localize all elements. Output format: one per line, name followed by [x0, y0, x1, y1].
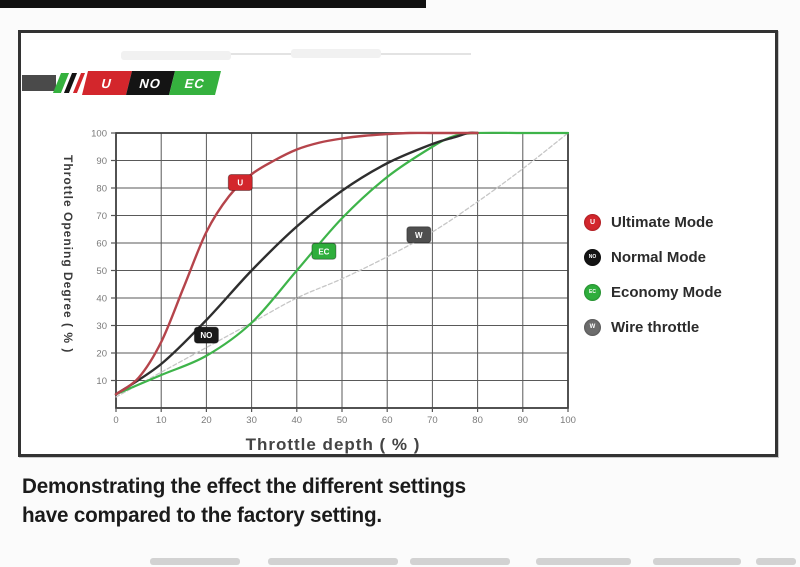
throttle-chart: 0 10 20 30 40 50 60 70 80 90 100 10 20 30 40 50 60 70 80 90…: [91, 129, 576, 427]
legend-item-ultimate: U Ultimate Mode: [584, 213, 769, 231]
curve-wire-throttle: [115, 132, 569, 398]
curve-badge-no: NO: [193, 326, 219, 344]
dot-letter: W: [589, 324, 596, 330]
svg-text:40: 40: [96, 294, 107, 305]
svg-text:NO: NO: [200, 331, 212, 340]
svg-text:90: 90: [518, 415, 529, 426]
caption-line-2: have compared to the factory setting.: [22, 503, 382, 527]
curve-badge-u: U: [227, 174, 253, 191]
cropped-content-artifact: [653, 558, 741, 565]
svg-text:80: 80: [472, 415, 483, 426]
svg-text:U: U: [237, 179, 243, 188]
svg-text:EC: EC: [318, 247, 329, 256]
economy-mode-dot-icon: EC: [584, 283, 601, 301]
scan-artifact: [121, 51, 231, 60]
legend-label: Economy Mode: [611, 283, 722, 301]
svg-text:70: 70: [96, 211, 107, 222]
dot-letter: EC: [589, 289, 596, 295]
cropped-content-artifact: [410, 558, 510, 565]
cropped-content-artifact: [268, 558, 398, 565]
svg-text:30: 30: [246, 415, 257, 426]
cropped-content-artifact: [756, 558, 796, 565]
svg-text:60: 60: [96, 239, 107, 250]
svg-text:80: 80: [96, 184, 107, 195]
x-axis-title: Throttle depth ( % ): [245, 435, 421, 454]
wire-throttle-dot-icon: W: [584, 318, 601, 336]
svg-text:50: 50: [337, 415, 348, 426]
normal-mode-dot-icon: NO: [584, 248, 601, 266]
svg-text:W: W: [415, 231, 423, 240]
svg-text:100: 100: [560, 415, 576, 426]
legend-label: Ultimate Mode: [611, 213, 714, 231]
curve-ultimate-mode: [114, 131, 479, 396]
ultimate-mode-dot-icon: U: [584, 213, 601, 231]
cropped-content-artifact: [150, 558, 240, 565]
y-axis-title: Throttle Opening Degree ( % ): [61, 155, 75, 354]
tick-labels: 0 10 20 30 40 50 60 70 80 90 100 10 20 30 40 50 60 70 80 90…: [91, 129, 576, 427]
dot-letter: U: [589, 218, 596, 226]
curve-economy-mode: [114, 131, 570, 396]
legend-item-economy: EC Economy Mode: [584, 283, 769, 301]
scan-artifact: [291, 49, 381, 58]
svg-text:40: 40: [292, 415, 303, 426]
svg-text:20: 20: [201, 415, 212, 426]
svg-text:60: 60: [382, 415, 393, 426]
curve-badge-ec: EC: [311, 242, 337, 260]
legend-label: Normal Mode: [611, 248, 707, 266]
svg-text:50: 50: [96, 266, 107, 277]
svg-text:10: 10: [156, 415, 167, 426]
page-top-crop-bar: [0, 0, 426, 8]
figure-frame: U NO EC 0 10 20 30 40 50 60 70 80 90 100 10 20 30 40 50…: [18, 30, 778, 457]
curve-badge-w: W: [406, 226, 432, 244]
svg-text:30: 30: [96, 321, 107, 332]
svg-text:20: 20: [96, 349, 107, 360]
dot-letter: NO: [588, 254, 597, 260]
svg-text:100: 100: [91, 129, 107, 140]
legend-label: Wire throttle: [611, 318, 700, 336]
caption-line-1: Demonstrating the effect the different s…: [22, 474, 466, 498]
legend-item-wire: W Wire throttle: [584, 318, 769, 336]
svg-text:70: 70: [427, 415, 438, 426]
cropped-content-artifact: [536, 558, 631, 565]
curve-normal-mode: [114, 131, 479, 396]
figure-caption: Demonstrating the effect the different s…: [22, 472, 466, 530]
svg-text:90: 90: [96, 156, 107, 167]
svg-text:10: 10: [96, 376, 107, 387]
legend-item-normal: NO Normal Mode: [584, 248, 769, 266]
svg-text:0: 0: [113, 415, 118, 426]
banner-gray-bar: [22, 75, 56, 91]
chart-legend: U Ultimate Mode NO Normal Mode EC Econom…: [584, 213, 769, 353]
axis-ticks: [111, 132, 569, 412]
